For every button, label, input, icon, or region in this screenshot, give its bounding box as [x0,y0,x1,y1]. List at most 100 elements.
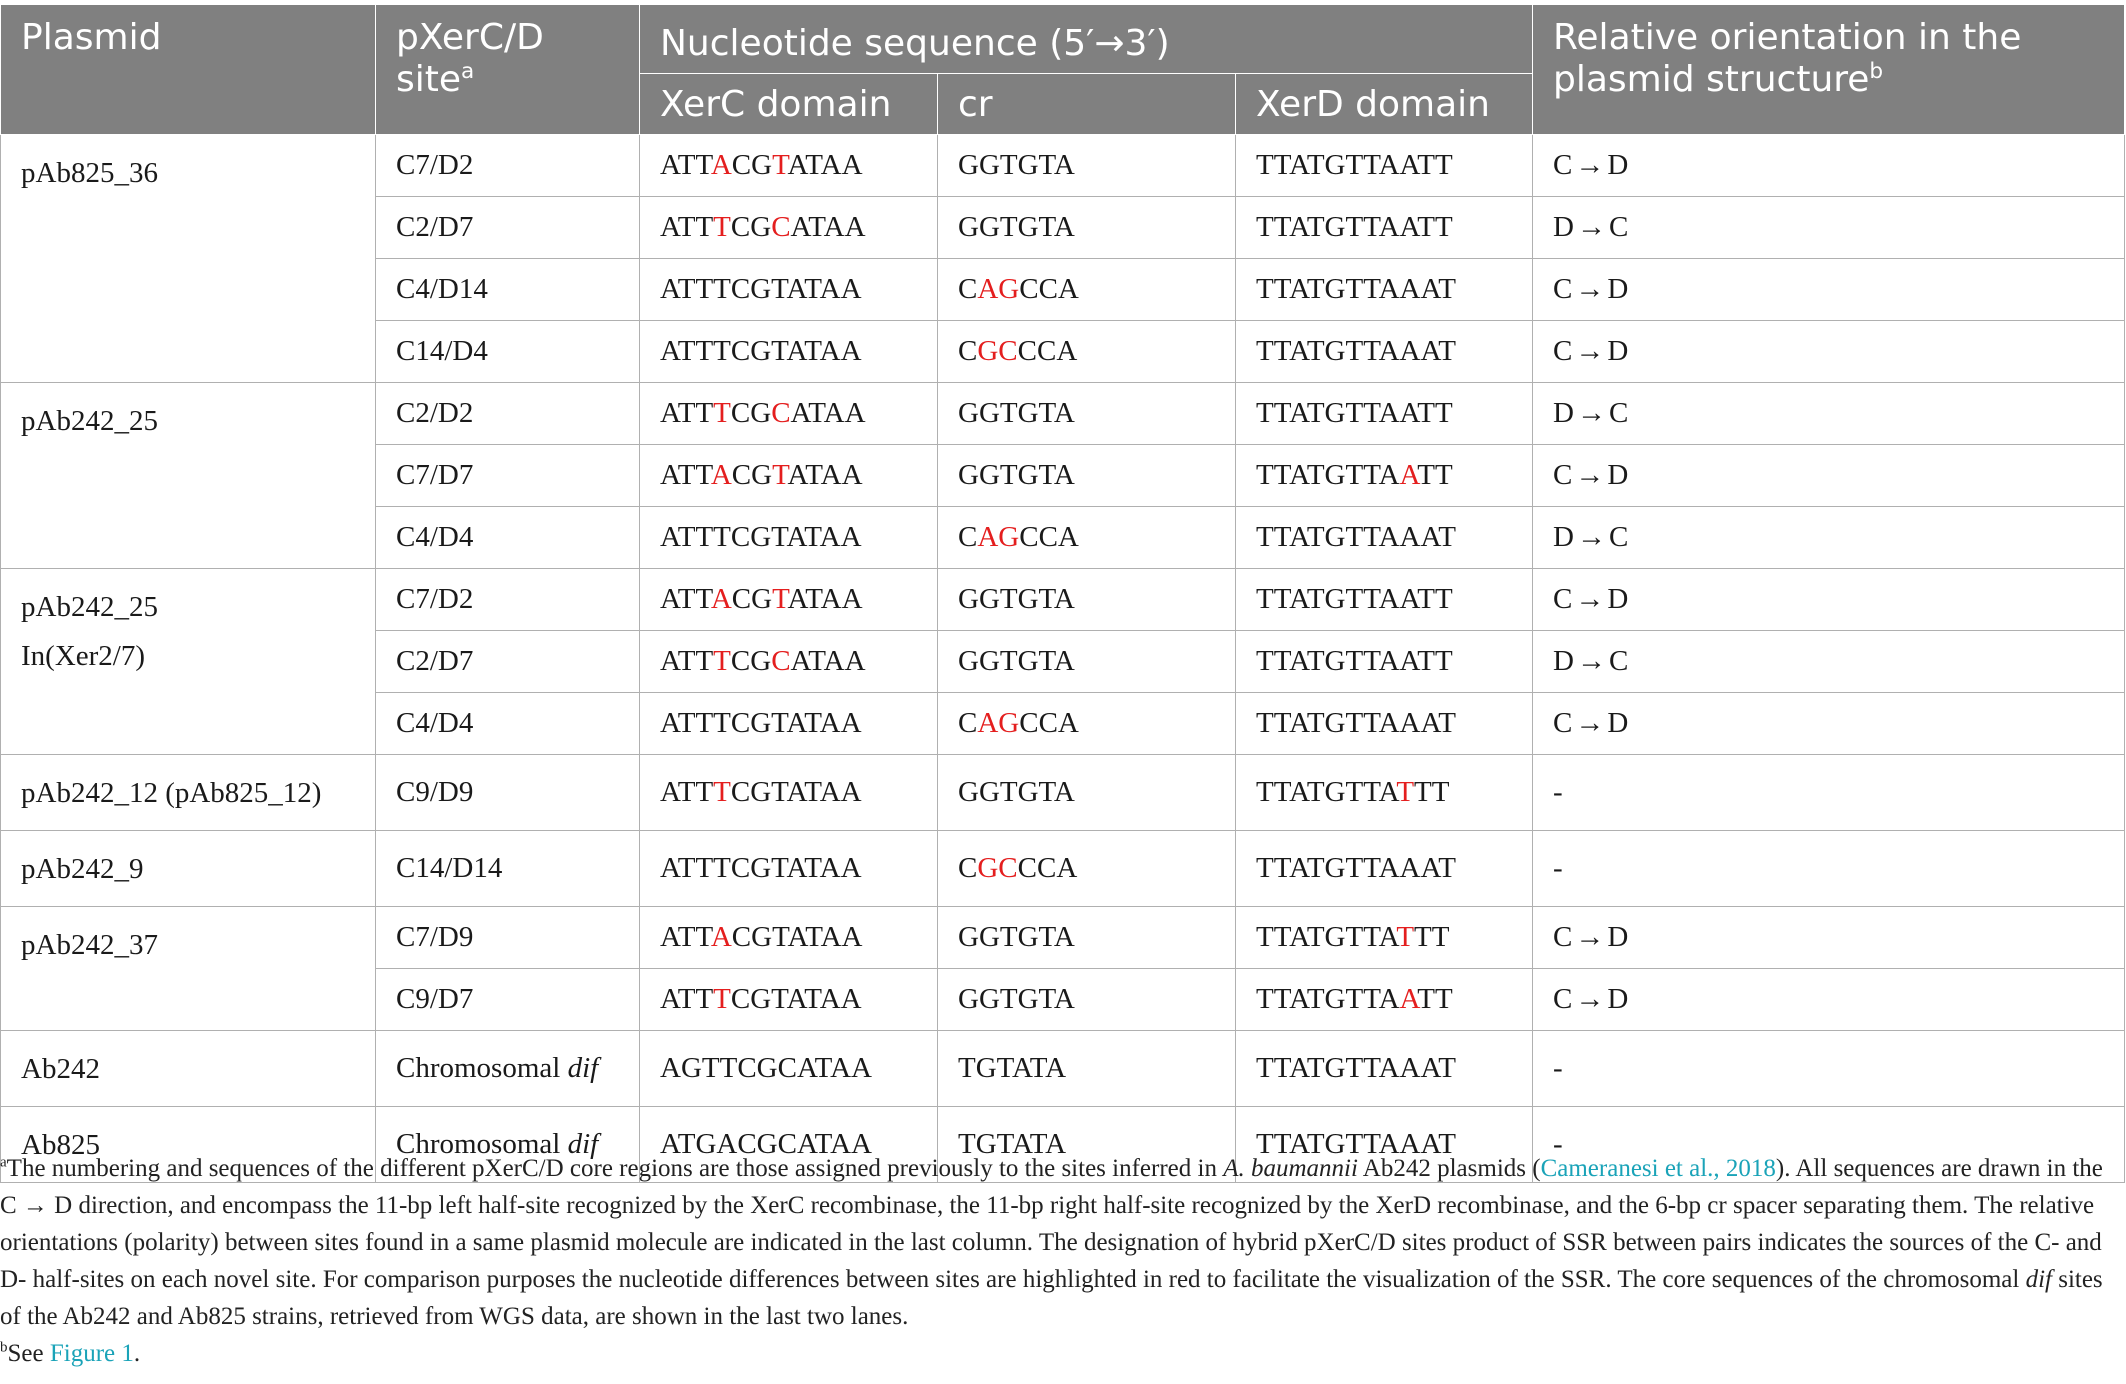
xerd-sequence: TTATGTTAATT [1234,968,1534,1031]
xerc-sequence: ATTTCGTATAA [639,258,938,321]
cr-sequence: GGTGTA [937,444,1236,507]
plasmid-cell: Ab825 [0,1106,376,1183]
footnote-a: aThe numbering and sequences of the diff… [0,1154,2103,1330]
table-row: pAb242_9 C14/D14 ATTTCGTATAA CGCCCA TTATGTTA… [0,830,2126,907]
header-plasmid: Plasmid [0,4,376,135]
cr-sequence: CGCCCA [937,320,1236,383]
xerd-sequence: TTATGTTAAAT [1234,830,1534,907]
plasmid-cell: Ab242 [0,1030,376,1107]
plasmid-cell: pAb242_25 [0,382,376,569]
xerd-sequence: TTATGTTAAAT [1234,1030,1534,1107]
cr-sequence: CAGCCA [937,506,1236,569]
orientation-cell: - [1532,1106,2126,1183]
arrow-icon: → [1576,211,1606,243]
orientation-cell: C → D [1532,134,2126,197]
site-cell: C4/D4 [375,506,640,569]
orientation-cell: D → C [1532,196,2126,259]
arrow-icon: → [1575,459,1605,491]
xerc-sequence: AGTTCGCATAA [639,1030,938,1107]
xerd-sequence: TTATGTTATTT [1234,754,1534,831]
table-row: pAb242_12 (pAb825_12) C9/D9 ATTTCGTATAA GGT… [0,754,2126,831]
xerc-sequence: ATTACGTATAA [639,906,938,969]
xerc-sequence: ATTTCGCATAA [639,630,938,693]
xerc-sequence: ATTACGTATAA [639,134,938,197]
table-row: Ab242 Chromosomal dif AGTTCGCATAA TGTATA TTA… [0,1030,2126,1107]
arrow-icon: → [1575,707,1605,739]
site-cell: Chromosomal dif [375,1106,640,1183]
orientation-cell: C → D [1532,568,2126,631]
plasmid-cell: pAb825_36 [0,134,376,383]
table-body: pAb825_36 C7/D2 ATTACGTATAA GGTGTA TTATGTTAA… [0,134,2126,1183]
xerd-sequence: TTATGTTAATT [1234,568,1534,631]
site-cell: C2/D7 [375,630,640,693]
xerd-sequence: TTATGTTAATT [1234,630,1534,693]
xerc-sequence: ATTTCGCATAA [639,382,938,445]
table-row: C2/D7 ATTTCGCATAA GGTGTA TTATGTTAATT D → C [1,196,2126,259]
xerd-sequence: TTATGTTAATT [1234,134,1534,197]
cr-sequence: GGTGTA [937,754,1236,831]
cr-sequence: CAGCCA [937,258,1236,321]
header-nucleotide: Nucleotide sequence (5′→3′) [638,4,1534,74]
cr-sequence: GGTGTA [937,382,1236,445]
orientation-cell: C → D [1532,444,2126,507]
orientation-cell: C → D [1532,968,2126,1031]
site-cell: C7/D9 [375,906,640,969]
table-row: pAb242_25 In(Xer2/7) C7/D2 ATTACGTATAA GGTGT… [0,568,2126,755]
cr-sequence: GGTGTA [937,568,1236,631]
site-cell: C9/D7 [375,968,640,1031]
xerc-sequence: ATTTCGTATAA [639,506,938,569]
xerd-sequence: TTATGTTAAAT [1234,506,1534,569]
footnotes: aThe numbering and sequences of the diff… [0,1150,2110,1372]
table-row: pAb242_25 C2/D2 ATTTCGCATAA GGTGTA TTATGTTAA… [0,382,2126,569]
sequence-table: Plasmid pXerC/D sitea Nucleotide sequenc… [0,4,2126,1183]
site-cell: C2/D2 [375,382,640,445]
arrow-icon: → [1575,273,1605,305]
arrow-icon: → [1576,521,1606,553]
figure-link[interactable]: Figure 1 [49,1340,134,1367]
header-orientation: Relative orientation in the plasmid stru… [1532,4,2126,135]
table-row: pAb242_37 C7/D9 ATTACGTATAA GGTGTA TTATGTTAT… [0,906,2126,1031]
plasmid-cell: pAb242_25 In(Xer2/7) [0,568,376,755]
site-cell: C9/D9 [375,754,640,831]
cr-sequence: TGTATA [937,1106,1236,1183]
xerc-sequence: ATTTCGTATAA [639,692,938,755]
citation-link[interactable]: Cameranesi et al., 2018 [1540,1155,1776,1182]
site-cell: C4/D14 [375,258,640,321]
xerd-sequence: TTATGTTAAAT [1234,692,1534,755]
xerc-sequence: ATTTCGTATAA [639,830,938,907]
cr-sequence: GGTGTA [937,134,1236,197]
header-site: pXerC/D sitea [375,4,640,135]
xerc-sequence: ATTTCGTATAA [639,754,938,831]
cr-sequence: CAGCCA [937,692,1236,755]
table-row: C4/D4 ATTTCGTATAA CAGCCA TTATGTTAAAT C → D [1,692,2126,755]
cr-sequence: GGTGTA [937,630,1236,693]
xerc-sequence: ATTTCGCATAA [639,196,938,259]
table-row: pAb825_36 C7/D2 ATTACGTATAA GGTGTA TTATGTTAA… [0,134,2126,383]
xerc-sequence: ATTTCGTATAA [639,320,938,383]
site-cell: C4/D4 [375,692,640,755]
footnote-b: bSee Figure 1. [0,1339,141,1367]
orientation-cell: D → C [1532,382,2126,445]
xerd-sequence: TTATGTTAAAT [1234,258,1534,321]
orientation-cell: C → D [1532,906,2126,969]
xerc-sequence: ATGACGCATAA [639,1106,938,1183]
xerc-sequence: ATTACGTATAA [639,568,938,631]
header-xerc: XerC domain [639,73,938,135]
xerc-sequence: ATTTCGTATAA [639,968,938,1031]
xerc-sequence: ATTACGTATAA [639,444,938,507]
table-row: C14/D4 ATTTCGTATAA CGCCCA TTATGTTAAAT C → D [1,320,2126,383]
xerd-sequence: TTATGTTAAAT [1234,1106,1534,1183]
site-cell: Chromosomal dif [375,1030,640,1107]
site-cell: C7/D7 [375,444,640,507]
orientation-cell: C → D [1532,258,2126,321]
xerd-sequence: TTATGTTATTT [1234,906,1534,969]
cr-sequence: GGTGTA [937,968,1236,1031]
site-cell: C7/D2 [375,134,640,197]
header-cr: cr [937,73,1236,135]
cr-sequence: TGTATA [937,1030,1236,1107]
cr-sequence: CGCCCA [937,830,1236,907]
orientation-cell: C → D [1532,320,2126,383]
plasmid-cell: pAb242_37 [0,906,376,1031]
arrow-icon: → [1575,983,1605,1015]
arrow-icon: → [1575,149,1605,181]
